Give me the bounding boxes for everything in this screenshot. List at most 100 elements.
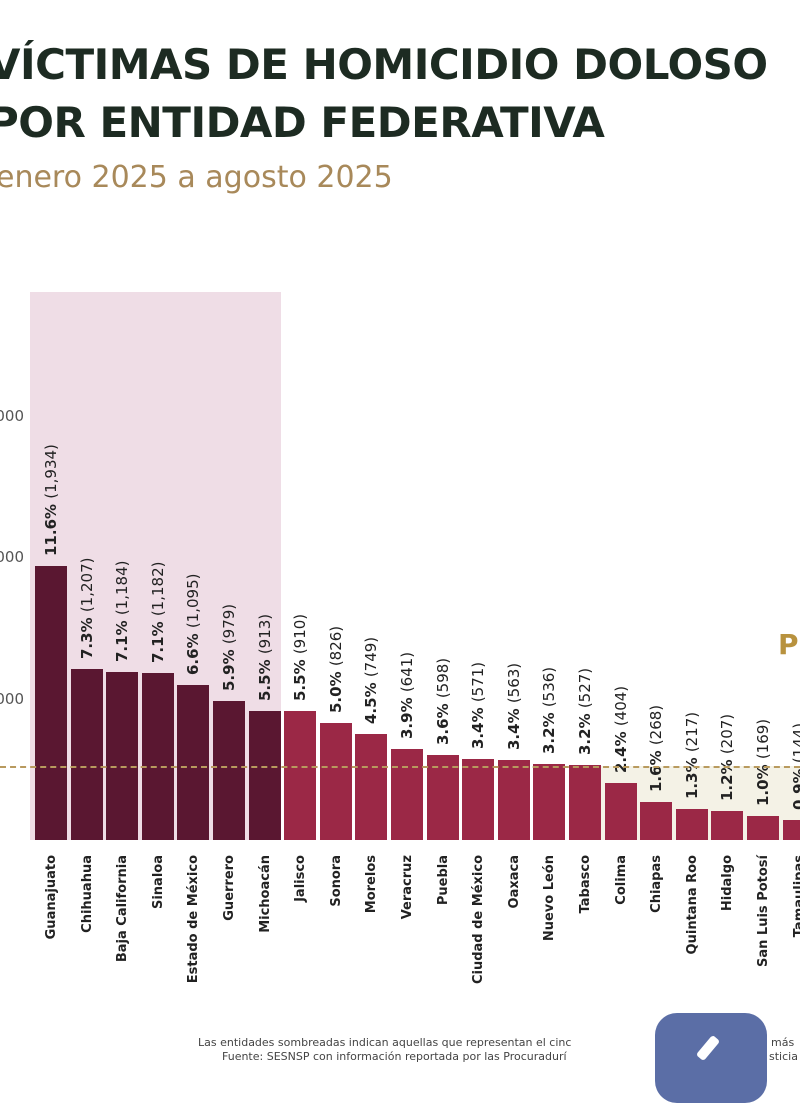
y-tick-label: 1,000 (0, 689, 24, 708)
data-label: 1.3% (217) (683, 712, 701, 799)
data-label: 2.4% (404) (612, 686, 630, 773)
data-label: 4.5% (749) (362, 637, 380, 724)
count-label: (563) (504, 663, 523, 704)
category-label: Chiapas (649, 855, 665, 913)
percent-label: 5.5% (255, 653, 274, 701)
count-label: (598) (433, 658, 452, 699)
percent-label: 6.6% (184, 628, 203, 676)
bar-guerrero (213, 701, 245, 840)
bar-sonora (319, 723, 352, 840)
bar-jalisco (284, 711, 317, 840)
percent-label: 1.3% (682, 752, 701, 800)
percent-label: 7.1% (113, 615, 132, 663)
bar-quintana-roo (675, 809, 708, 840)
footnote-line2-end: sticia (769, 1050, 798, 1063)
count-label: (404) (611, 685, 630, 726)
category-label: Michoacán (257, 855, 273, 933)
bar-chiapas (640, 802, 673, 840)
data-label: 1.0% (169) (754, 719, 772, 806)
count-label: (1,184) (113, 560, 132, 616)
data-label: 7.3% (1,207) (78, 558, 96, 659)
count-label: (1,934) (42, 444, 60, 500)
percent-label: 0.9% (789, 768, 800, 810)
count-label: (913) (255, 613, 274, 654)
category-label: Sonora (328, 855, 344, 907)
bar-morelos (355, 734, 388, 840)
data-label: 3.2% (527) (576, 668, 594, 755)
y-tick-label: 3,000 (0, 406, 24, 425)
percent-label: 7.3% (77, 612, 96, 660)
bar-chihuahua (70, 669, 103, 840)
data-label: 5.5% (910) (291, 614, 309, 701)
data-label: 3.6% (598) (434, 658, 452, 745)
chart-subtitle: enero 2025 a agosto 2025 (0, 160, 393, 195)
data-label: 3.9% (641) (398, 652, 416, 739)
bar-michoacán (248, 710, 281, 840)
bar-tamaulipas (782, 819, 800, 840)
bar-nuevo-león (533, 764, 566, 840)
percent-label: 11.6% (42, 499, 60, 557)
percent-label: 5.5% (291, 654, 310, 702)
edit-button[interactable] (655, 1013, 767, 1103)
category-label: Tabasco (578, 855, 593, 914)
count-label: (826) (326, 625, 345, 667)
category-label: San Luis Potosí (756, 855, 771, 967)
percent-label: 1.6% (647, 745, 666, 793)
percent-label: 3.9% (398, 692, 416, 740)
percent-label: 5.0% (326, 666, 345, 714)
bar-veracruz (391, 749, 423, 840)
data-label: 5.0% (826) (327, 626, 345, 713)
category-label: Guerrero (222, 855, 237, 921)
percent-label: 3.4% (504, 703, 523, 751)
data-label: 5.9% (979) (220, 604, 238, 691)
average-line (0, 766, 800, 769)
data-label: 1.6% (268) (647, 705, 665, 792)
count-label: (1,182) (148, 561, 167, 616)
category-label: Veracruz (400, 855, 415, 920)
count-label: (749) (362, 636, 381, 678)
data-label: 3.4% (563) (505, 663, 523, 750)
category-label: Ciudad de México (471, 855, 487, 985)
percent-label: 3.2% (540, 707, 559, 755)
percent-label: 3.6% (433, 698, 452, 746)
chart-title-line2: POR ENTIDAD FEDERATIVA (0, 98, 605, 147)
count-label: (144) (789, 722, 800, 763)
bar-tabasco (569, 765, 601, 840)
bar-oaxaca (497, 760, 530, 840)
percent-label: 3.4% (469, 702, 488, 750)
bar-san-luis-potosí (747, 816, 779, 840)
percent-label: 1.2% (718, 753, 737, 801)
bar-puebla (426, 755, 459, 840)
footnote-line2: Fuente: SESNSP con información reportada… (222, 1050, 567, 1063)
category-label: Baja California (115, 855, 131, 963)
chart-title-line1: VÍCTIMAS DE HOMICIDIO DOLOSO (0, 40, 768, 89)
bar-estado-de-méxico (177, 685, 210, 840)
data-label: 3.2% (536) (540, 667, 558, 754)
count-label: (207) (718, 713, 737, 754)
data-label: 5.5% (913) (256, 614, 274, 701)
category-label: Tamaulipas (791, 855, 800, 938)
data-label: 1.2% (207) (718, 714, 736, 801)
bar-guanajuato (35, 566, 67, 840)
data-label: 7.1% (1,184) (113, 561, 131, 662)
data-label: 11.6% (1,934) (42, 444, 60, 556)
count-label: (571) (469, 662, 488, 703)
count-label: (536) (540, 666, 559, 708)
category-label: Guanajuato (44, 855, 59, 940)
percent-label: 4.5% (362, 677, 381, 725)
data-label: 7.1% (1,182) (149, 561, 167, 662)
category-label: Puebla (435, 855, 451, 906)
data-label: 3.4% (571) (469, 662, 487, 749)
percent-label: 7.1% (148, 615, 167, 663)
bar-colima (604, 782, 637, 840)
count-label: (979) (220, 604, 238, 645)
category-label: Morelos (364, 855, 380, 914)
category-label: Nuevo León (542, 855, 558, 942)
category-label: Sinaloa (150, 855, 166, 910)
category-label: Quintana Roo (684, 855, 700, 955)
count-label: (910) (291, 614, 310, 655)
count-label: (169) (754, 718, 772, 760)
pencil-icon (695, 1034, 721, 1062)
category-label: Hidalgo (720, 855, 736, 912)
footnote-line1: Las entidades sombreadas indican aquella… (198, 1036, 572, 1049)
